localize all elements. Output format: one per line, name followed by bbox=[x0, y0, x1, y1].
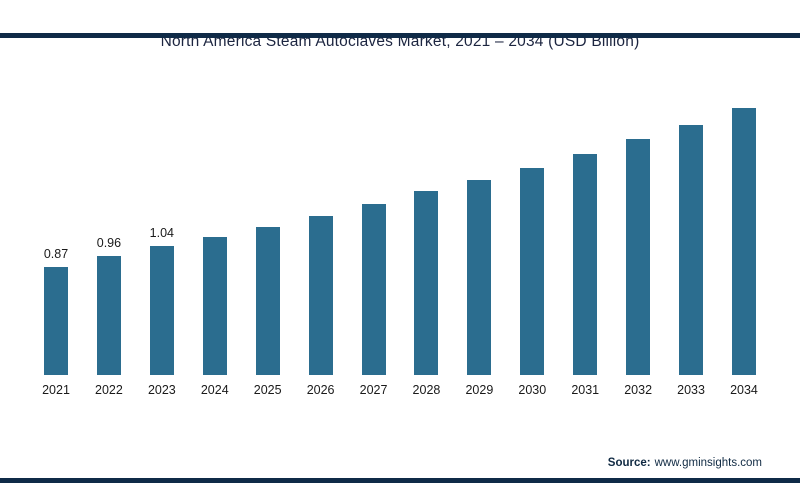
bar-2025 bbox=[255, 227, 280, 375]
bar-2032 bbox=[626, 139, 651, 375]
bottom-border bbox=[0, 478, 800, 483]
bar-column: 2026 bbox=[295, 79, 347, 401]
bar-column: 2033 bbox=[665, 79, 717, 401]
source-label: Source: bbox=[607, 457, 651, 469]
bar-column: 2030 bbox=[506, 79, 558, 401]
x-tick-label: 2028 bbox=[412, 383, 441, 397]
bar-column: 2031 bbox=[559, 79, 611, 401]
bar-2026 bbox=[308, 216, 333, 375]
top-border bbox=[0, 33, 800, 38]
x-tick-label: 2026 bbox=[306, 383, 335, 397]
bar-2030 bbox=[520, 168, 545, 375]
bar-column: 2027 bbox=[348, 79, 400, 401]
x-tick-label: 2031 bbox=[571, 383, 600, 397]
bar-2034 bbox=[731, 108, 756, 375]
x-tick-label: 2034 bbox=[730, 383, 758, 397]
x-tick-label: 2030 bbox=[518, 383, 547, 397]
x-tick-label: 2033 bbox=[677, 383, 705, 397]
bar-2021 bbox=[44, 267, 68, 375]
bar-2029 bbox=[467, 180, 492, 375]
x-tick-label: 2025 bbox=[253, 383, 282, 397]
source-url: www.gminsights.com bbox=[654, 457, 762, 469]
bar-column: 0.87 2021 bbox=[30, 79, 82, 401]
bar-column: 2024 bbox=[189, 79, 241, 401]
bar-chart: 0.87 2021 0.96 2022 1.04 2023 2024 2025 2026 2027… bbox=[30, 79, 770, 401]
bar-column: 2025 bbox=[242, 79, 294, 401]
bar-column: 2034 bbox=[718, 79, 770, 401]
bar-column: 2028 bbox=[400, 79, 452, 401]
source-attribution: Source: www.gminsights.com bbox=[608, 457, 762, 469]
bar-value-label: 1.04 bbox=[149, 226, 175, 240]
x-tick-label: 2023 bbox=[147, 383, 176, 397]
bar-2033 bbox=[679, 125, 704, 375]
x-tick-label: 2022 bbox=[95, 383, 123, 397]
bar-2031 bbox=[573, 154, 598, 375]
bar-column: 0.96 2022 bbox=[83, 79, 135, 401]
bar-2023 bbox=[149, 246, 174, 375]
x-tick-label: 2029 bbox=[465, 383, 494, 397]
bar-column: 1.04 2023 bbox=[136, 79, 188, 401]
x-tick-label: 2027 bbox=[359, 383, 388, 397]
bar-2027 bbox=[361, 204, 386, 375]
bar-2024 bbox=[202, 237, 227, 375]
bar-2028 bbox=[414, 191, 439, 375]
x-tick-label: 2024 bbox=[200, 383, 229, 397]
x-tick-label: 2021 bbox=[42, 383, 70, 397]
bar-2022 bbox=[96, 256, 121, 375]
bar-column: 2032 bbox=[612, 79, 664, 401]
x-tick-label: 2032 bbox=[624, 383, 653, 397]
bar-value-label: 0.96 bbox=[96, 236, 122, 250]
bar-column: 2029 bbox=[453, 79, 505, 401]
bar-value-label: 0.87 bbox=[43, 247, 69, 261]
